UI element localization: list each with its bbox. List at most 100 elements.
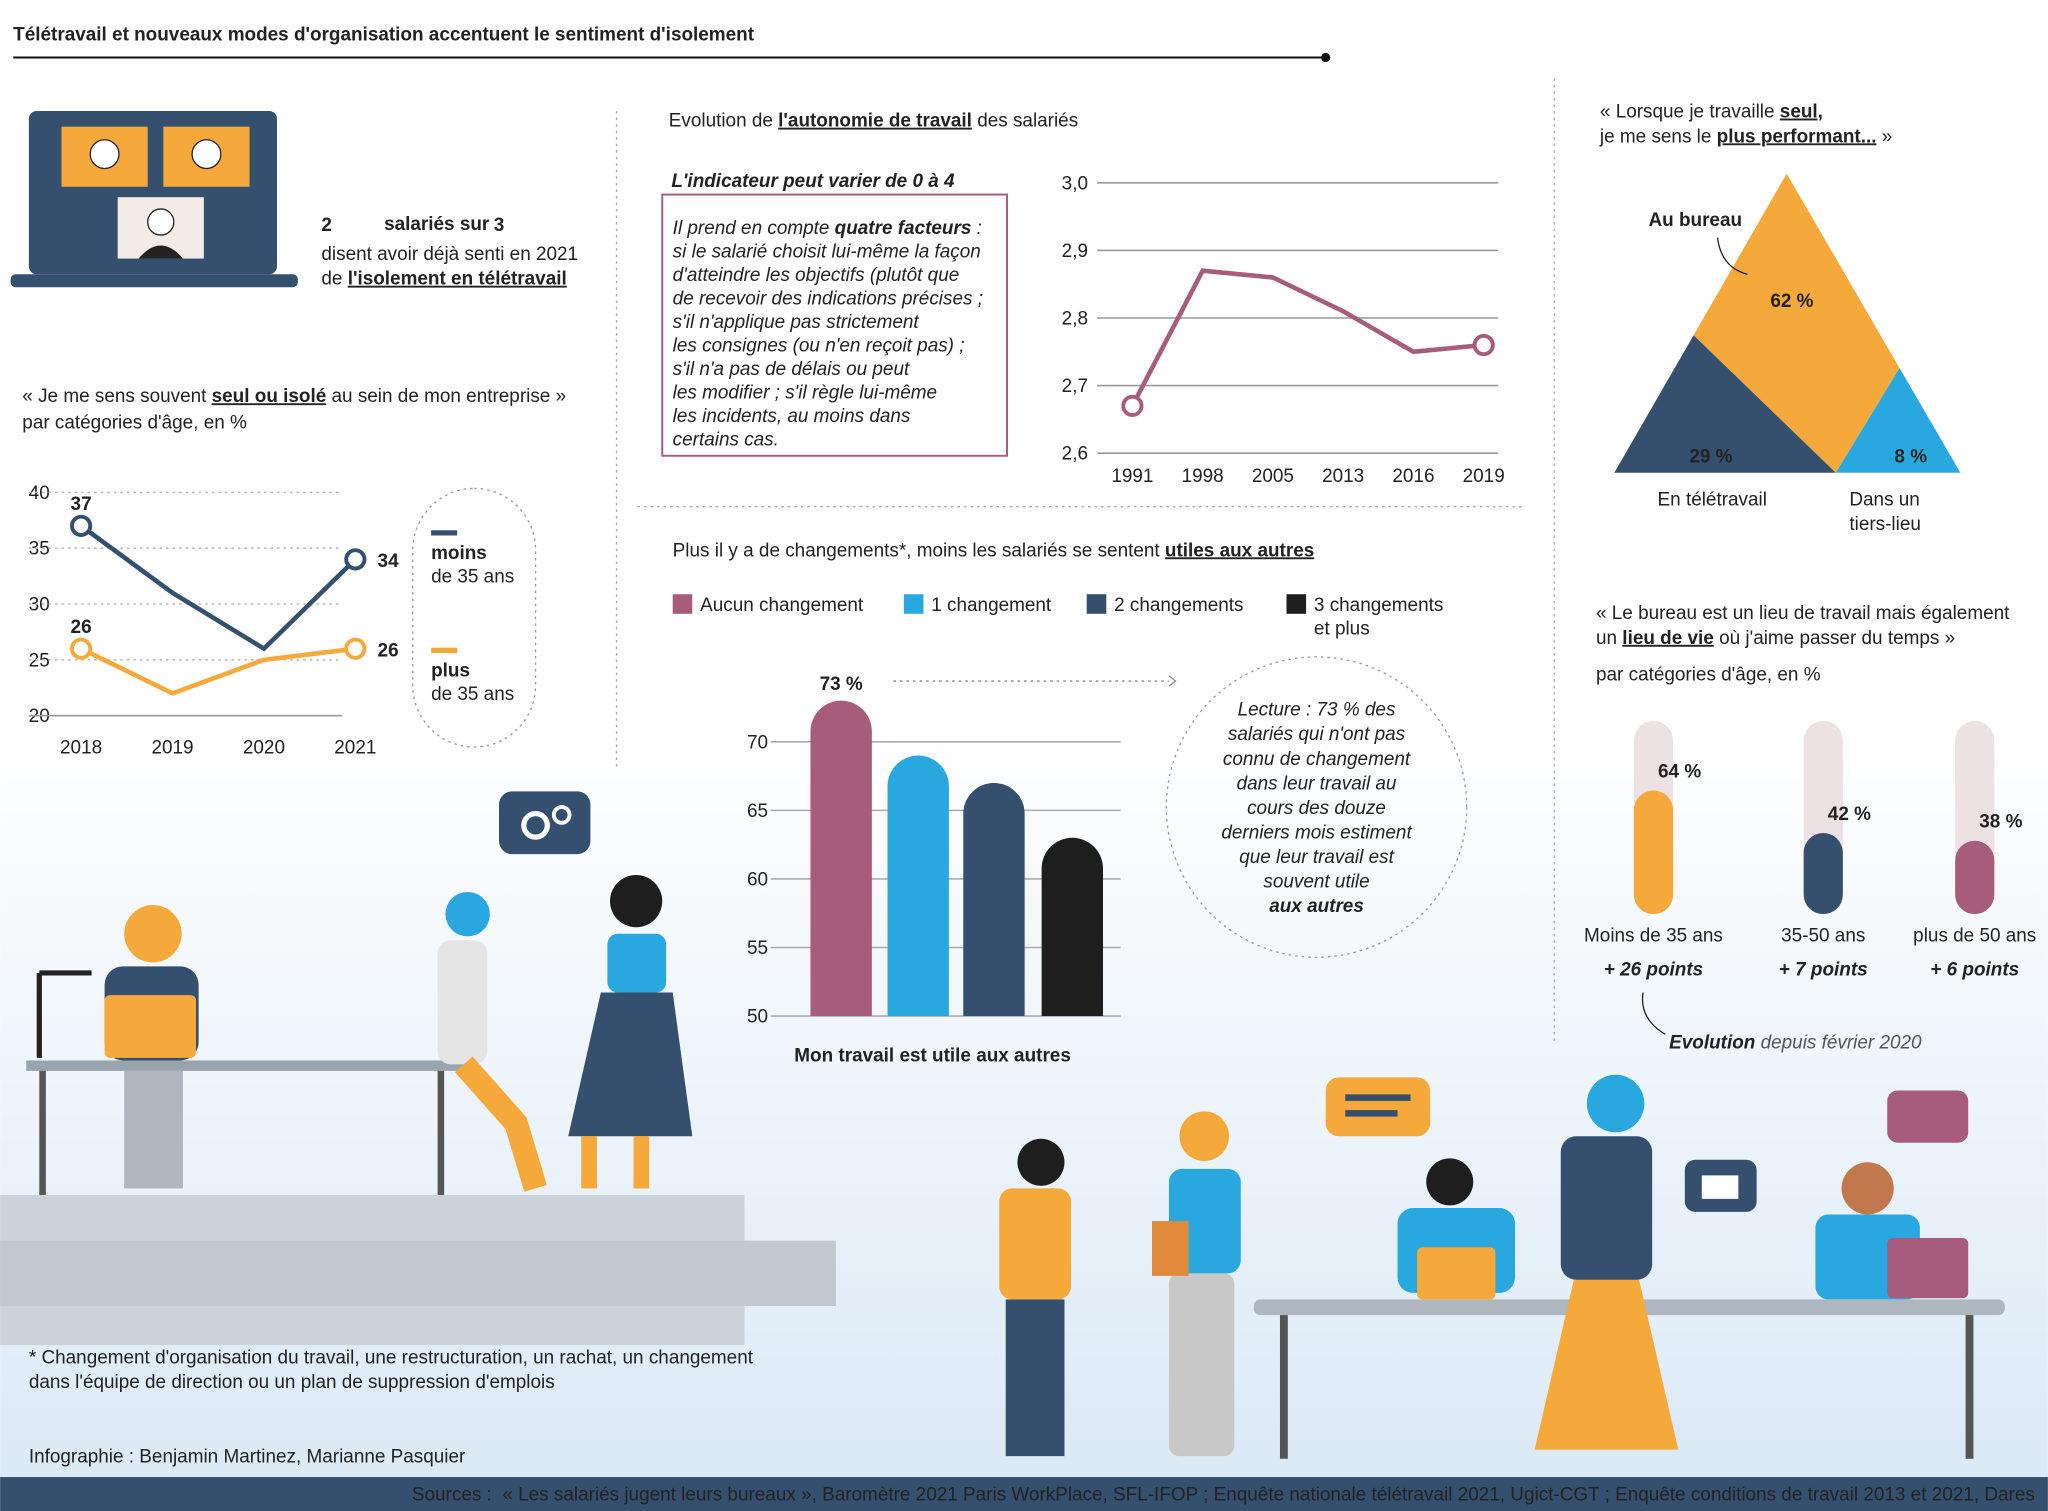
main-title: Télétravail et nouveaux modes d'organisa… <box>13 24 755 45</box>
annotation: salariés qui n'ont pas <box>1228 724 1406 745</box>
chart-title-part: lieu de vie <box>1622 628 1714 649</box>
y-tick-label: 3,0 <box>1062 173 1088 194</box>
y-tick-label: 55 <box>747 938 768 959</box>
annotation: + 6 points <box>1930 960 2019 981</box>
x-tick-label: 1991 <box>1111 466 1153 487</box>
box-text-part: les consignes (ou n'en reçoit pas) ; <box>673 335 965 356</box>
annotation: que leur travail est <box>1239 847 1394 868</box>
chart-title: « Je me sens souvent seul ou isolé au se… <box>22 386 566 407</box>
data-label: 73 % <box>820 674 863 695</box>
note: Evolution depuis février 2020 <box>1669 1033 1922 1054</box>
data-point <box>344 548 367 571</box>
credits: Infographie : Benjamin Martinez, Mariann… <box>29 1447 466 1468</box>
bar <box>887 755 949 1017</box>
box-text-part: les modifier ; s'il règle lui-même <box>673 382 937 403</box>
legend-label: 2 changements <box>1114 595 1243 616</box>
data-label: 64 % <box>1658 761 1701 782</box>
legend-frame <box>412 487 537 748</box>
chart-title-part: seul, <box>1780 102 1823 123</box>
legend-label: moins de 35 ans <box>431 543 514 588</box>
stat-count: 2 <box>321 215 332 236</box>
chart-title-part: où j'aime passer du temps » <box>1714 628 1955 649</box>
pointer <box>1641 992 1666 1035</box>
data-label: 26 <box>378 641 399 662</box>
y-tick-label: 20 <box>29 706 50 727</box>
chart-title: un lieu de vie où j'aime passer du temps… <box>1596 628 1955 649</box>
category-label: 35-50 ans <box>1781 926 1865 947</box>
y-tick-label: 25 <box>29 650 50 671</box>
legend-label: Aucun changement <box>700 595 864 616</box>
x-tick-label: 2018 <box>60 738 102 759</box>
legend-label-part: moins <box>431 543 492 564</box>
x-tick-label: 2016 <box>1392 466 1434 487</box>
bar <box>810 700 872 1017</box>
pointer-head <box>1168 675 1177 687</box>
data-label: 29 % <box>1689 446 1732 467</box>
y-tick-label: 2,6 <box>1062 444 1088 465</box>
data-label: 38 % <box>1979 812 2022 833</box>
box-text: les modifier ; s'il règle lui-même <box>673 382 937 403</box>
stat-highlight: l'isolement en télétravail <box>348 269 567 290</box>
category-label: En télétravail <box>1658 489 1767 510</box>
data-line <box>80 646 356 696</box>
chart-title-part: je me sens le <box>1599 126 1717 147</box>
data-label: 34 <box>378 551 400 572</box>
data-point <box>1121 394 1144 417</box>
box-text: les consignes (ou n'en reçoit pas) ; <box>673 335 965 356</box>
data-line <box>1130 268 1484 407</box>
y-tick-label: 2,8 <box>1062 309 1088 330</box>
sources: Sources : « Les salariés jugent leurs bu… <box>412 1485 2035 1506</box>
footnote: dans l'équipe de direction ou un plan de… <box>29 1372 555 1393</box>
x-tick-label: 2019 <box>151 738 193 759</box>
category-label: Moins de 35 ans <box>1584 926 1723 947</box>
data-label: 37 <box>71 494 92 515</box>
data-point <box>69 514 93 537</box>
chart-title-part: au sein de mon entreprise » <box>326 386 566 407</box>
chart-title: je me sens le plus performant... » <box>1599 126 1892 147</box>
box-text-part: certains cas. <box>673 429 779 450</box>
stat-text: disent avoir déjà senti en 2021 <box>321 244 578 265</box>
legend-swatch <box>1286 594 1307 614</box>
chart-title-part: « Le bureau est un lieu de travail mais … <box>1596 603 2010 624</box>
chart-title: Evolution de l'autonomie de travail des … <box>669 111 1078 132</box>
legend-label: plus de 35 ans <box>431 660 514 705</box>
stat-text-part: de <box>321 269 347 290</box>
annotation: cours des douze <box>1247 798 1386 819</box>
footnote: * Changement d'organisation du travail, … <box>29 1347 754 1368</box>
box-text: s'il n'a pas de délais ou peut <box>673 359 910 380</box>
progress-bar <box>1803 832 1843 915</box>
y-tick-label: 60 <box>747 869 768 890</box>
annotation: souvent utile <box>1263 872 1369 893</box>
chart-title-part: l'autonomie de travail <box>778 111 972 132</box>
box-title: L'indicateur peut varier de 0 à 4 <box>671 171 955 192</box>
stat-of: salariés sur <box>384 214 490 235</box>
annotation: derniers mois estiment <box>1221 822 1412 843</box>
data-point <box>69 637 93 660</box>
x-tick-label: 2005 <box>1252 466 1294 487</box>
annotation-frame <box>1165 656 1468 958</box>
x-tick-label: 2021 <box>334 738 376 759</box>
annotation: aux autres <box>1269 896 1364 917</box>
y-tick-label: 50 <box>747 1007 768 1028</box>
triangle-segment <box>1614 335 1836 473</box>
chart-subtitle: par catégories d'âge, en % <box>1596 664 1821 685</box>
laptop-illustration <box>10 111 298 288</box>
legend-label-part: et plus <box>1314 619 1370 640</box>
data-point <box>1472 333 1495 357</box>
y-tick-label: 30 <box>29 595 50 616</box>
category-label: Au bureau <box>1648 210 1742 231</box>
chart-title-part: un <box>1596 628 1622 649</box>
chart-title-part: Plus il y a de changements*, moins les s… <box>673 540 1165 561</box>
box-frame <box>661 193 1009 457</box>
triangle-segment <box>1693 173 1900 473</box>
sources-bar <box>0 1477 2048 1511</box>
chart-title-part: utiles aux autres <box>1165 540 1314 561</box>
legend-swatch <box>903 594 924 614</box>
progress-bar <box>1955 840 1995 915</box>
data-label: 8 % <box>1894 446 1927 467</box>
stat-text: de l'isolement en télétravail <box>321 269 566 290</box>
annotation: dans leur travail au <box>1237 773 1397 794</box>
box-text: les incidents, au moins dans <box>673 406 911 427</box>
data-point <box>344 637 367 660</box>
